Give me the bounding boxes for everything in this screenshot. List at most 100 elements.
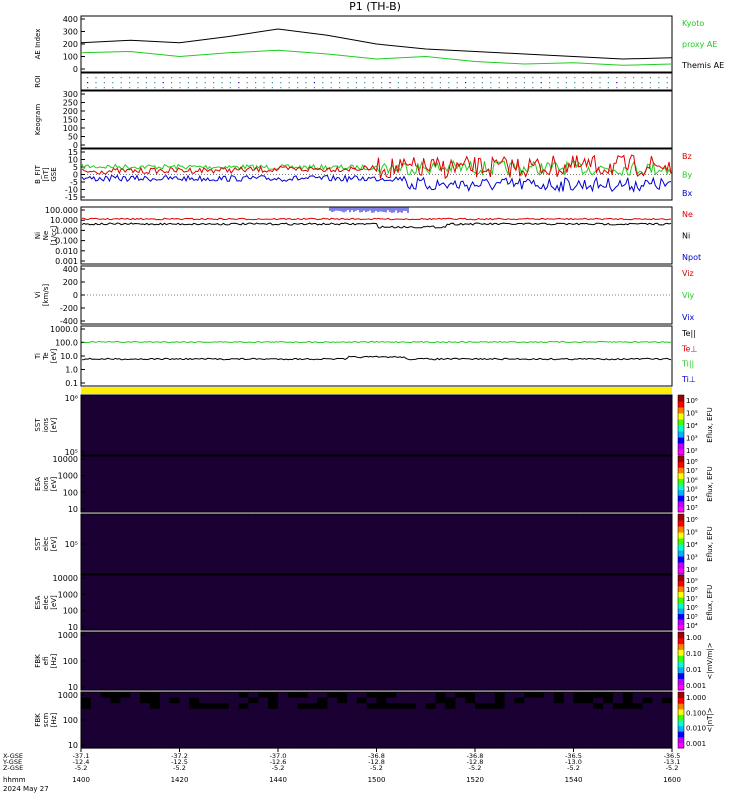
esa_e-spectrogram-cell — [199, 591, 210, 598]
esa_e-spectrogram-cell — [209, 602, 220, 609]
sst_e-spectrogram-cell — [524, 520, 535, 527]
sst_i-ytick: 10⁵ — [65, 448, 78, 457]
sst_i-spectrogram-cell — [287, 401, 299, 408]
sst_i-spectrogram-cell — [278, 449, 289, 456]
sst_i-spectrogram-cell — [317, 425, 328, 432]
x-tick-coord: -12.6 — [270, 758, 287, 766]
fbk_b-spectrogram-cell — [356, 697, 368, 704]
esa_i-spectrogram-cell — [218, 489, 230, 496]
sst_e-spectrogram-cell — [140, 556, 151, 563]
sst_e-spectrogram-cell — [406, 520, 417, 527]
temperature-ytick: 1.0 — [65, 366, 78, 375]
sst_i-spectrogram-cell — [642, 425, 653, 432]
esa_i-spectrogram-cell — [189, 478, 200, 485]
sst_i-spectrogram-cell — [534, 395, 545, 402]
esa_i-spectrogram-cell — [278, 506, 289, 513]
esa_e-spectrogram-cell — [465, 597, 476, 604]
roi-dot — [641, 77, 643, 79]
fbk_b-spectrogram-cell — [475, 720, 486, 727]
esa_e-spectrogram-cell — [514, 619, 525, 626]
esa_i-spectrogram-cell — [81, 478, 92, 485]
sst_i-spectrogram-cell — [248, 449, 259, 456]
sst_e-spectrogram-cell — [149, 526, 161, 533]
sst_i-spectrogram-cell — [494, 407, 506, 414]
sst_i-spectrogram-cell — [455, 407, 466, 414]
fbk_e-spectrogram-cell — [622, 655, 634, 662]
temperature-panel: Ti Te [eV]1000.0100.010.01.00.1Te||Te⊥Ti||… — [34, 325, 697, 388]
esa_i-spectrogram-cell — [652, 472, 663, 479]
sst_i-spectrogram-cell — [209, 401, 220, 408]
fbk_e-spectrogram-cell — [593, 672, 604, 679]
esa_i-ylabel: ESA — [34, 477, 42, 491]
fbk_b-spectrogram-cell — [494, 731, 506, 738]
bfit-ytick: 15 — [68, 148, 78, 157]
roi-dot — [145, 82, 147, 84]
sst_e-spectrogram-cell — [199, 526, 210, 533]
fbk_e-spectrogram-cell — [415, 672, 427, 679]
fbk_e-spectrogram-cell — [583, 655, 594, 662]
velocity-ytick: 400 — [63, 265, 78, 274]
fbk_b-spectrogram-cell — [366, 720, 377, 727]
fbk_e-spectrogram-cell — [534, 637, 545, 645]
esa_e-spectrogram-cell — [317, 575, 328, 582]
sst_e-spectrogram-cell — [149, 568, 161, 575]
esa_i-spectrogram-cell — [317, 467, 328, 474]
fbk_b-spectrogram-cell — [149, 725, 161, 732]
fbk_e-spectrogram-cell — [287, 643, 299, 650]
sst_i-spectrogram-cell — [652, 449, 663, 456]
esa_e-spectrogram-cell — [455, 608, 466, 615]
roi-dot — [154, 82, 156, 84]
esa_i-spectrogram-cell — [287, 506, 299, 513]
sst_e-spectrogram-cell — [622, 550, 634, 557]
fbk_b-spectrogram-cell — [209, 692, 220, 699]
esa_i-spectrogram-cell — [603, 484, 614, 491]
roi-dot — [507, 87, 509, 89]
fbk_b-spectrogram-cell — [218, 708, 230, 715]
fbk_b-spectrogram-cell — [287, 725, 299, 732]
roi-dot — [187, 87, 189, 89]
sst_i-spectrogram-cell — [494, 413, 506, 420]
roi-dot — [666, 82, 668, 84]
roi-dot — [456, 87, 458, 89]
fbk_e-spectrogram-cell — [603, 672, 614, 679]
fbk_b-spectrogram-cell — [159, 703, 171, 710]
fbk_b-spectrogram-cell — [642, 714, 653, 721]
sst_i-spectrogram-cell — [435, 443, 446, 450]
esa_e-spectrogram-cell — [603, 575, 614, 582]
fbk_e-spectrogram-cell — [120, 632, 131, 639]
sst_e-spectrogram-cell — [386, 520, 397, 527]
esa_i-spectrogram-cell — [248, 484, 259, 491]
sst_i-spectrogram-cell — [475, 431, 486, 438]
sst_e-spectrogram-cell — [317, 538, 328, 545]
fbk_e-spectrogram-cell — [534, 643, 545, 650]
fbk_b-spectrogram-cell — [179, 736, 190, 743]
sst_e-spectrogram-cell — [504, 568, 515, 575]
esa_i-spectrogram-cell — [376, 484, 387, 491]
esa_e-spectrogram-cell — [209, 613, 220, 620]
sst_i-spectrogram-cell — [593, 407, 604, 414]
esa_e-ylabel2: elec — [42, 595, 50, 610]
esa_i-spectrogram-cell — [396, 478, 407, 485]
esa_e-spectrogram-cell — [553, 580, 565, 587]
esa_i-spectrogram-cell — [553, 478, 565, 485]
sst_e-spectrogram-cell — [307, 568, 318, 575]
fbk_b-spectrogram-cell — [356, 725, 368, 732]
esa_e-spectrogram-cell — [130, 580, 141, 587]
sst_e-spectrogram-cell — [110, 562, 121, 569]
esa_e-spectrogram-cell — [603, 580, 614, 587]
esa_i-spectrogram-cell — [159, 456, 171, 463]
sst_e-spectrogram-cell — [376, 562, 387, 569]
fbk_e-colorbar-seg — [678, 684, 684, 691]
esa_i-spectrogram-cell — [130, 495, 141, 502]
fbk_b-spectrogram-cell — [346, 697, 358, 704]
fbk_e-spectrogram-cell — [386, 666, 397, 674]
esa_e-spectrogram-cell — [130, 602, 141, 609]
sst_i-spectrogram-cell — [632, 407, 643, 414]
sst_e-spectrogram-cell — [189, 532, 200, 539]
fbk_e-spectrogram-cell — [415, 661, 427, 668]
fbk_b-spectrogram-cell — [278, 725, 289, 732]
sst_e-spectrogram-cell — [544, 568, 555, 575]
esa_e-spectrogram-cell — [484, 619, 496, 626]
esa_e-spectrogram-cell — [662, 613, 673, 620]
fbk_e-spectrogram-cell — [100, 666, 112, 674]
